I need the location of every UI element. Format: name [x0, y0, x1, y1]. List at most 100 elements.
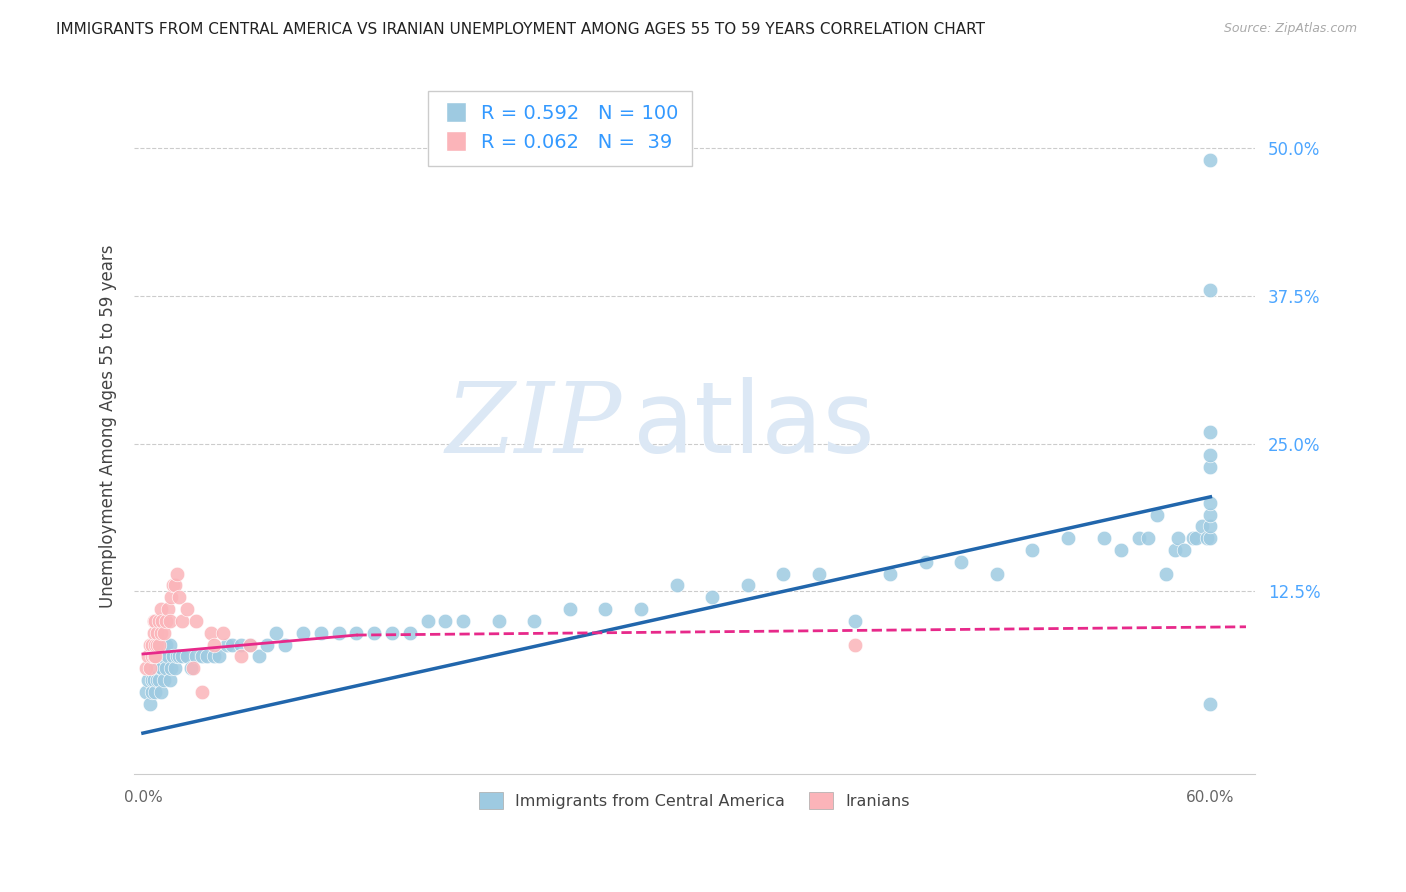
Point — [148, 673, 170, 687]
Point — [152, 614, 174, 628]
Point — [155, 638, 177, 652]
Point — [156, 602, 179, 616]
Point — [208, 649, 231, 664]
Point — [1199, 425, 1222, 439]
Point — [155, 614, 177, 628]
Point — [141, 649, 163, 664]
Point — [1195, 531, 1218, 545]
Point — [451, 614, 474, 628]
Text: IMMIGRANTS FROM CENTRAL AMERICA VS IRANIAN UNEMPLOYMENT AMONG AGES 55 TO 59 YEAR: IMMIGRANTS FROM CENTRAL AMERICA VS IRANI… — [56, 22, 986, 37]
Point — [737, 578, 759, 592]
Point — [630, 602, 652, 616]
Point — [1092, 531, 1115, 545]
Point — [256, 638, 278, 652]
Point — [247, 649, 270, 664]
Point — [807, 566, 830, 581]
Point — [221, 638, 243, 652]
Point — [186, 614, 208, 628]
Point — [160, 591, 183, 605]
Point — [146, 638, 169, 652]
Point — [141, 685, 163, 699]
Point — [1199, 153, 1222, 168]
Point — [136, 673, 159, 687]
Point — [1128, 531, 1150, 545]
Point — [167, 591, 190, 605]
Point — [1199, 697, 1222, 711]
Point — [142, 661, 165, 675]
Point — [1154, 566, 1177, 581]
Point — [363, 625, 385, 640]
Point — [141, 638, 163, 652]
Point — [523, 614, 546, 628]
Point — [879, 566, 901, 581]
Point — [202, 638, 225, 652]
Point — [1173, 543, 1195, 558]
Point — [239, 638, 262, 652]
Point — [181, 661, 204, 675]
Point — [665, 578, 688, 592]
Point — [146, 638, 169, 652]
Point — [1199, 449, 1222, 463]
Text: Source: ZipAtlas.com: Source: ZipAtlas.com — [1223, 22, 1357, 36]
Point — [1181, 531, 1204, 545]
Point — [200, 625, 222, 640]
Point — [149, 661, 172, 675]
Point — [1199, 496, 1222, 510]
Point — [152, 661, 174, 675]
Point — [146, 661, 169, 675]
Point — [146, 673, 169, 687]
Point — [142, 625, 165, 640]
Point — [190, 649, 212, 664]
Point — [155, 661, 177, 675]
Point — [558, 602, 581, 616]
Point — [166, 566, 188, 581]
Point — [148, 614, 170, 628]
Point — [142, 614, 165, 628]
Point — [1199, 519, 1222, 533]
Text: ZIP: ZIP — [446, 378, 621, 474]
Point — [139, 638, 162, 652]
Point — [148, 638, 170, 652]
Point — [153, 625, 176, 640]
Point — [292, 625, 315, 640]
Point — [202, 649, 225, 664]
Point — [381, 625, 404, 640]
Point — [149, 685, 172, 699]
Point — [190, 685, 212, 699]
Point — [146, 625, 169, 640]
Point — [266, 625, 288, 640]
Point — [1146, 508, 1168, 522]
Point — [1199, 508, 1222, 522]
Point — [148, 649, 170, 664]
Point — [1199, 460, 1222, 475]
Point — [844, 638, 866, 652]
Point — [135, 685, 157, 699]
Y-axis label: Unemployment Among Ages 55 to 59 years: Unemployment Among Ages 55 to 59 years — [100, 244, 117, 607]
Point — [139, 697, 162, 711]
Point — [142, 673, 165, 687]
Point — [163, 661, 186, 675]
Point — [986, 566, 1008, 581]
Point — [215, 638, 238, 652]
Point — [1164, 543, 1187, 558]
Point — [145, 661, 167, 675]
Point — [139, 661, 162, 675]
Point — [772, 566, 794, 581]
Point — [1111, 543, 1133, 558]
Point — [239, 638, 262, 652]
Point — [398, 625, 420, 640]
Point — [149, 638, 172, 652]
Point — [180, 661, 202, 675]
Point — [229, 649, 252, 664]
Point — [159, 673, 181, 687]
Point — [170, 649, 193, 664]
Point — [170, 614, 193, 628]
Point — [274, 638, 297, 652]
Point — [152, 649, 174, 664]
Point — [176, 602, 198, 616]
Point — [1137, 531, 1160, 545]
Point — [416, 614, 439, 628]
Point — [162, 578, 184, 592]
Point — [309, 625, 332, 640]
Point — [702, 591, 724, 605]
